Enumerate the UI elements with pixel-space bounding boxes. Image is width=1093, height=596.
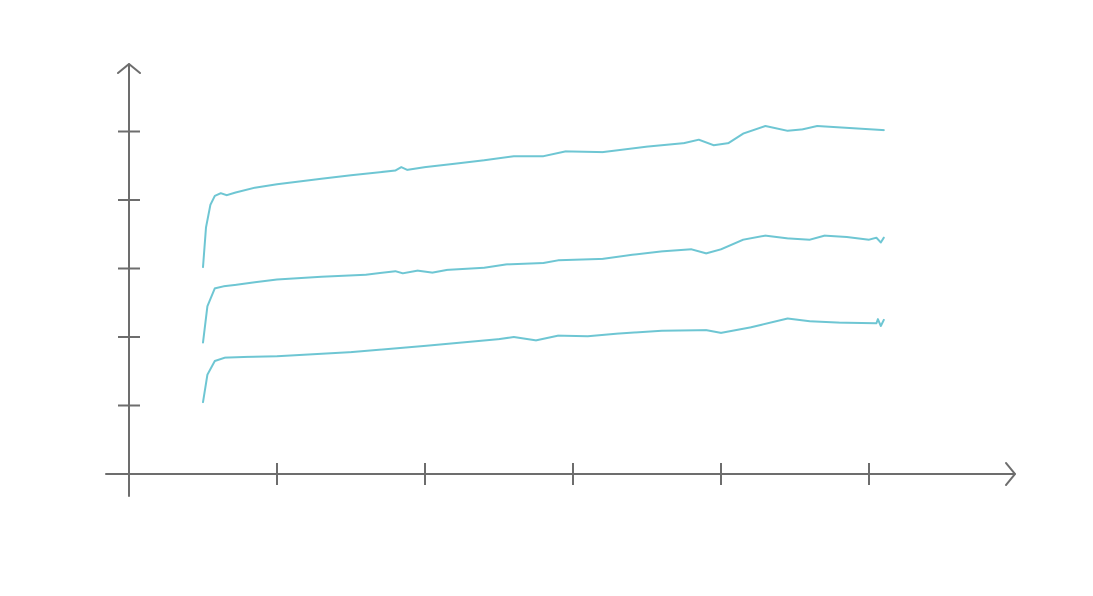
axes bbox=[105, 63, 1016, 497]
y-axis-arrowhead bbox=[117, 63, 141, 74]
x-axis-arrowhead bbox=[1005, 462, 1016, 486]
series-line-3 bbox=[202, 317, 885, 404]
series-group bbox=[202, 125, 885, 404]
series-line-1 bbox=[202, 125, 885, 269]
x-ticks bbox=[276, 463, 870, 485]
y-ticks bbox=[118, 130, 140, 407]
series-line-2 bbox=[202, 234, 885, 344]
